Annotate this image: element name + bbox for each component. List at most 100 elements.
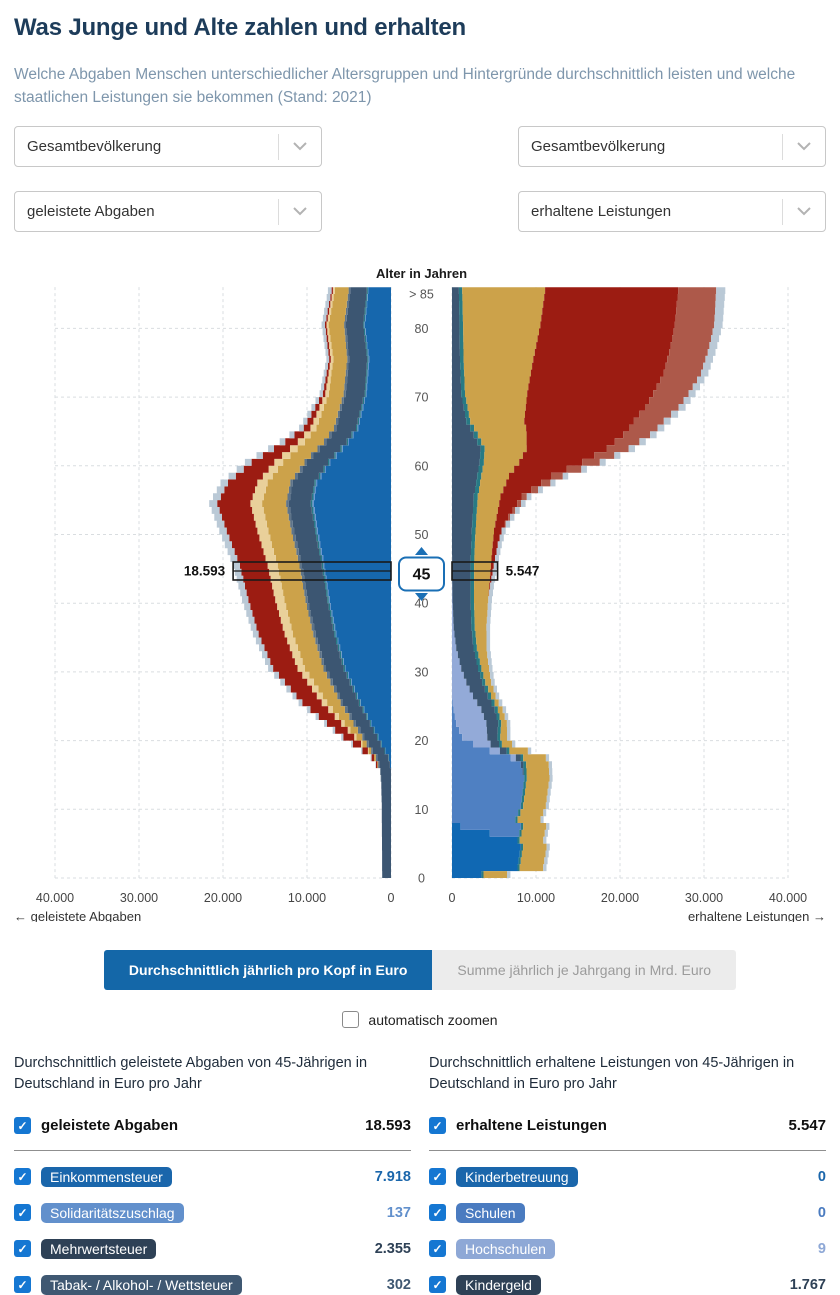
toggle-per-capita-button[interactable]: Durchschnittlich jährlich pro Kopf in Eu…: [103, 950, 433, 990]
series-hochschulen: [452, 287, 525, 878]
page-subtitle: Welche Abgaben Menschen unterschiedliche…: [14, 66, 796, 106]
age-tick-label: 0: [418, 872, 425, 886]
selection-indicator-left[interactable]: [232, 561, 392, 581]
autozoom-label: automatisch zoomen: [368, 1011, 498, 1028]
legend-item: ✓ Tabak- / Alkohol- / Wettsteuer 302: [14, 1274, 411, 1295]
chevron-down-icon[interactable]: [782, 198, 825, 225]
series-band-teal: [458, 287, 527, 878]
series-schulen: [452, 287, 525, 878]
left-population-dropdown[interactable]: Gesamtbevölkerung: [14, 126, 322, 167]
pyramid-chart: Alter in Jahren > 85 80 70 60 50 40 30 20 10 0 18.5…: [10, 262, 830, 924]
x-tick-label: 0: [388, 891, 395, 905]
age-tick-label: 60: [415, 459, 429, 473]
pyramid-chart-svg: Alter in Jahren > 85 80 70 60 50 40 30 20 10 0 18.5…: [14, 266, 826, 924]
checkbox-checked-icon[interactable]: ✓: [14, 1168, 31, 1185]
checkbox-checked-icon[interactable]: ✓: [14, 1204, 31, 1221]
x-axis-caption-right: erhaltene Leistungen →: [688, 909, 826, 922]
right-description: Durchschnittlich erhaltene Leistungen vo…: [429, 1055, 795, 1092]
autozoom-row: automatisch zoomen: [14, 1011, 826, 1028]
left-metric-value: geleistete Abgaben: [27, 203, 155, 220]
age-selector-value: 45: [413, 567, 431, 584]
chevron-down-icon[interactable]: [278, 133, 321, 160]
checkbox-checked-icon[interactable]: ✓: [429, 1204, 446, 1221]
legend-pill[interactable]: Schulen: [456, 1202, 525, 1223]
x-tick-label: 20.000: [204, 891, 242, 905]
legend-header-label: geleistete Abgaben: [41, 1117, 178, 1134]
legend-row: ✓ geleistete Abgaben 18.593 ✓ Einkommenst…: [14, 1095, 826, 1295]
legend-item: ✓ Kinderbetreuung 0: [429, 1166, 826, 1187]
series-band-gold: [462, 287, 550, 878]
legend-item: ✓ Hochschulen 9: [429, 1238, 826, 1259]
checkbox-checked-icon[interactable]: ✓: [14, 1117, 31, 1134]
filter-controls: Gesamtbevölkerung Gesamtbevölkerung gele…: [14, 126, 826, 232]
legend-item: ✓ Kindergeld 1.767: [429, 1274, 826, 1295]
page-title: Was Junge und Alte zahlen und erhalten: [14, 14, 466, 41]
legend-item: ✓ Mehrwertsteuer 2.355: [14, 1238, 411, 1259]
x-tick-label: 10.000: [288, 891, 326, 905]
unit-toggle: Durchschnittlich jährlich pro Kopf in Eu…: [14, 950, 826, 990]
x-tick-label: 40.000: [769, 891, 807, 905]
legend-header-value: 5.547: [788, 1117, 826, 1134]
checkbox-checked-icon[interactable]: ✓: [14, 1276, 31, 1293]
checkbox-checked-icon[interactable]: ✓: [429, 1240, 446, 1257]
legend-value: 0: [817, 1204, 826, 1221]
toggle-sum-button[interactable]: Summe jährlich je Jahrgang in Mrd. Euro: [432, 950, 737, 990]
legend-left: ✓ geleistete Abgaben 18.593 ✓ Einkommenst…: [14, 1112, 411, 1295]
legend-value: 1.767: [789, 1276, 826, 1293]
legend-pill[interactable]: Kinderbetreuung: [456, 1166, 578, 1187]
right-metric-value: erhaltene Leistungen: [531, 203, 672, 220]
age-tick-label: 10: [415, 803, 429, 817]
selection-value-right: 5.547: [506, 563, 540, 578]
legend-pill[interactable]: Hochschulen: [456, 1238, 555, 1259]
left-metric-dropdown[interactable]: geleistete Abgaben: [14, 191, 322, 232]
chevron-down-icon[interactable]: [278, 198, 321, 225]
legend-value: 2.355: [374, 1240, 411, 1257]
series-band-darkred: [486, 287, 679, 878]
legend-pill[interactable]: Tabak- / Alkohol- / Wettsteuer: [41, 1274, 242, 1295]
x-tick-label: 30.000: [685, 891, 723, 905]
legend-value: 137: [386, 1204, 411, 1221]
series-einkommensteuer: [313, 287, 391, 878]
age-up-arrow-icon[interactable]: [415, 547, 428, 555]
checkbox-checked-icon[interactable]: ✓: [429, 1168, 446, 1185]
legend-left-header: ✓ geleistete Abgaben 18.593: [14, 1112, 411, 1139]
legend-pill[interactable]: Kindergeld: [456, 1274, 541, 1295]
legend-pill[interactable]: Mehrwertsteuer: [41, 1238, 157, 1259]
chart-title: Alter in Jahren: [376, 266, 467, 281]
checkbox-checked-icon[interactable]: ✓: [429, 1276, 446, 1293]
series-band-cream: [250, 287, 383, 878]
divider: [429, 1150, 826, 1151]
x-tick-label: 20.000: [601, 891, 639, 905]
legend-item: ✓ Solidaritätszuschlag 137: [14, 1202, 411, 1223]
left-description: Durchschnittlich geleistete Abgaben von …: [14, 1055, 368, 1092]
age-tick-label: 40: [415, 597, 429, 611]
description-row: Durchschnittlich geleistete Abgaben von …: [14, 1053, 826, 1095]
age-selector[interactable]: 45: [398, 547, 445, 601]
right-population-dropdown[interactable]: Gesamtbevölkerung: [518, 126, 826, 167]
age-tick-label: > 85: [409, 288, 434, 302]
series-tabak-alkohol-wettsteuer: [286, 287, 383, 878]
legend-value: 302: [386, 1276, 411, 1293]
selection-value-left: 18.593: [184, 563, 226, 578]
x-tick-label: 40.000: [36, 891, 74, 905]
age-down-arrow-icon[interactable]: [415, 593, 428, 601]
legend-pill[interactable]: Einkommensteuer: [41, 1166, 172, 1187]
autozoom-checkbox[interactable]: [342, 1011, 360, 1028]
right-metric-dropdown[interactable]: erhaltene Leistungen: [518, 191, 826, 232]
legend-value: 9: [817, 1240, 826, 1257]
age-tick-label: 20: [415, 734, 429, 748]
chevron-down-icon[interactable]: [782, 133, 825, 160]
legend-header-label: erhaltene Leistungen: [456, 1117, 607, 1134]
checkbox-checked-icon[interactable]: ✓: [429, 1117, 446, 1134]
selection-indicator-right[interactable]: [451, 561, 499, 581]
legend-right: ✓ erhaltene Leistungen 5.547 ✓ Kinderbetr…: [429, 1112, 826, 1295]
legend-pill[interactable]: Solidaritätszuschlag: [41, 1202, 184, 1223]
series-mehrwertsteuer: [288, 287, 391, 878]
divider: [14, 1150, 411, 1151]
age-tick-label: 70: [415, 391, 429, 405]
checkbox-checked-icon[interactable]: ✓: [14, 1240, 31, 1257]
series-band-brick: [486, 287, 717, 878]
age-tick-label: 50: [415, 528, 429, 542]
age-selector-box[interactable]: [398, 556, 445, 592]
x-tick-label: 10.000: [517, 891, 555, 905]
